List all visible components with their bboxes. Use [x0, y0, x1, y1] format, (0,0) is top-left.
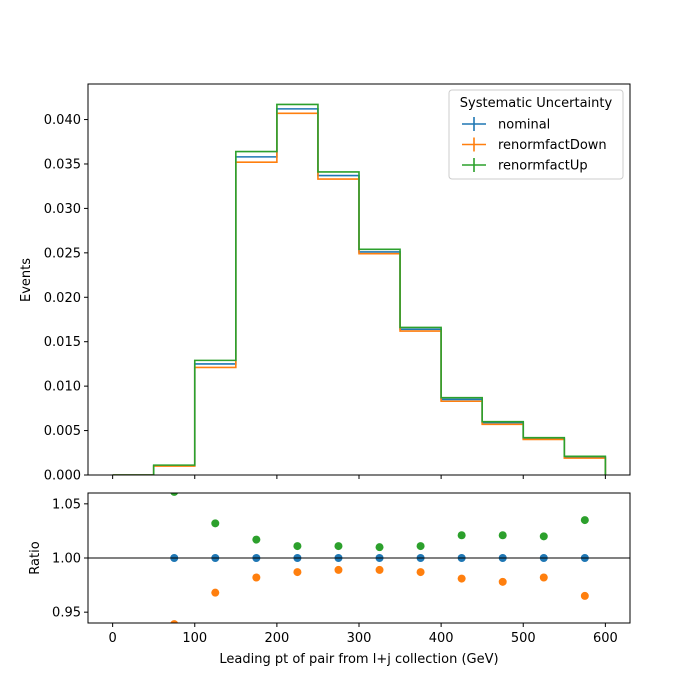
legend-box: [448, 89, 624, 180]
main-y-tick-label: 0.025: [44, 246, 81, 261]
ratio-x-ticks: 0 100 200 300 400 500 600: [108, 623, 618, 646]
legend: Systematic Uncertainty nominal renormfact…: [448, 89, 624, 180]
ratio-x-tick-label: 300: [347, 631, 372, 646]
ratio-point-renormfactUp: [334, 542, 343, 551]
legend-title: Systematic Uncertainty: [460, 96, 613, 111]
main-x-ticks: [112, 475, 606, 479]
ratio-point-renormfactDown: [334, 565, 343, 574]
main-y-tick-label: 0.035: [44, 157, 81, 172]
ratio-x-tick-label: 0: [108, 631, 116, 646]
ratio-y-tick-label: 1.05: [52, 497, 81, 512]
ratio-point-renormfactDown: [252, 573, 261, 582]
ratio-point-renormfactDown: [498, 577, 507, 586]
main-y-tick-label: 0.020: [44, 291, 81, 306]
ratio-x-tick-label: 200: [264, 631, 289, 646]
ratio-point-renormfactUp: [539, 532, 548, 541]
ratio-point-renormfactUp: [375, 543, 384, 552]
ratio-point-renormfactUp: [293, 542, 302, 551]
main-y-tick-label: 0.000: [44, 469, 81, 484]
ratio-point-renormfactDown: [416, 568, 425, 577]
ratio-point-renormfactDown: [211, 588, 220, 597]
ratio-point-renormfactUp: [252, 535, 261, 544]
legend-label-renormfactDown: renormfactDown: [498, 138, 607, 153]
ratio-point-renormfactDown: [293, 568, 302, 577]
ratio-point-renormfactUp: [170, 493, 179, 496]
main-y-tick-label: 0.005: [44, 424, 81, 439]
ratio-point-renormfactUp: [457, 531, 466, 540]
ratio-point-renormfactUp: [211, 519, 220, 528]
ratio-point-renormfactDown: [539, 573, 548, 582]
step-series-renormfactUp: [112, 103, 607, 475]
legend-label-renormfactUp: renormfactUp: [498, 159, 588, 174]
ratio-point-renormfactDown: [375, 565, 384, 574]
ratio-point-renormfactDown: [580, 591, 589, 600]
ratio-point-renormfactDown: [457, 574, 466, 583]
legend-label-nominal: nominal: [498, 118, 550, 133]
main-panel: 0.000 0.005 0.010 0.015 0.020 0.025 0.030 0.035…: [19, 83, 631, 484]
ratio-y-axis-label: Ratio: [28, 541, 43, 574]
main-y-axis-label: Events: [19, 258, 34, 302]
x-axis-label: Leading pt of pair from l+j collection (…: [219, 652, 498, 667]
ratio-point-renormfactUp: [580, 516, 589, 525]
ratio-x-tick-label: 100: [182, 631, 207, 646]
ratio-point-renormfactUp: [498, 531, 507, 540]
main-y-tick-label: 0.015: [44, 335, 81, 350]
ratio-y-tick-label: 1.00: [52, 552, 81, 567]
ratio-series-group: [170, 493, 589, 623]
ratio-y-tick-label: 0.95: [52, 606, 81, 621]
main-series-group: [112, 103, 607, 475]
ratio-panel: 0 100 200 300 400 500 600 0.95 1.00 1.05 Ratio L…: [28, 492, 631, 667]
ratio-y-ticks: 0.95 1.00 1.05: [52, 497, 88, 621]
main-y-tick-label: 0.040: [44, 113, 81, 128]
main-y-tick-label: 0.030: [44, 202, 81, 217]
main-y-tick-label: 0.010: [44, 380, 81, 395]
ratio-x-tick-label: 500: [511, 631, 536, 646]
ratio-x-tick-label: 600: [593, 631, 618, 646]
ratio-x-tick-label: 400: [429, 631, 454, 646]
ratio-point-renormfactDown: [170, 620, 179, 623]
legend-entries: nominal renormfactDown renormfactUp: [462, 117, 607, 174]
main-y-ticks: 0.000 0.005 0.010 0.015 0.020 0.025 0.030 0.035…: [44, 113, 88, 484]
ratio-point-renormfactUp: [416, 542, 425, 551]
